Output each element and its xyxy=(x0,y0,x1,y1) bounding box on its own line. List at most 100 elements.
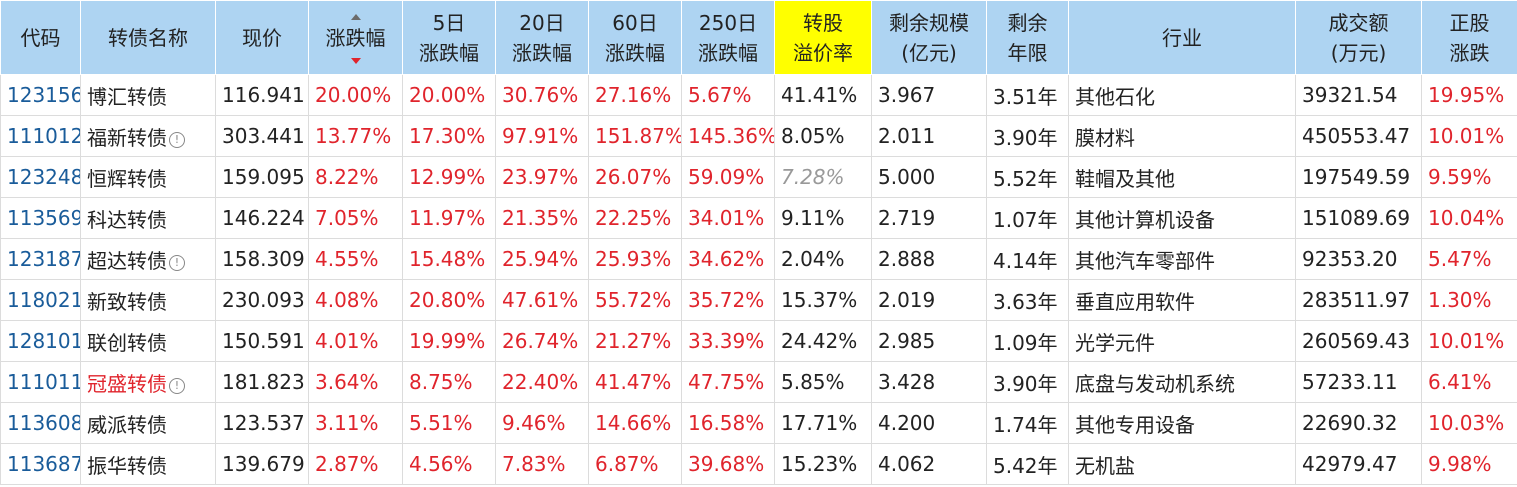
header-d60[interactable]: 60日 涨跌幅 xyxy=(588,0,682,75)
cell-name-text: 联创转债 xyxy=(87,330,167,355)
header-d20-line1: 20日 xyxy=(519,10,565,35)
cell-price: 181.823 xyxy=(215,361,309,403)
cell-change-text: 7.05% xyxy=(315,206,379,230)
header-code[interactable]: 代码 xyxy=(0,0,81,75)
cell-d5: 20.00% xyxy=(402,74,496,116)
cell-name[interactable]: 恒辉转债 xyxy=(80,156,216,198)
cell-industry: 其他石化 xyxy=(1068,74,1296,116)
cell-d250-text: 47.75% xyxy=(688,370,765,394)
table-row[interactable]: 128101 联创转债 150.591 4.01% 19.99% 26.74% 21.27%… xyxy=(0,320,1517,362)
header-price[interactable]: 现价 xyxy=(215,0,309,75)
table-row[interactable]: 111011 冠盛转债! 181.823 3.64% 8.75% 22.40% 41.47%… xyxy=(0,361,1517,403)
cell-industry: 无机盐 xyxy=(1068,443,1296,485)
cell-name[interactable]: 超达转债! xyxy=(80,238,216,280)
cell-name-text: 新致转债 xyxy=(87,289,167,314)
cell-d20-text: 23.97% xyxy=(502,165,579,189)
cell-change: 20.00% xyxy=(308,74,403,116)
cell-name[interactable]: 振华转债 xyxy=(80,443,216,485)
header-stock-change[interactable]: 正股 涨跌 xyxy=(1421,0,1517,75)
cell-code[interactable]: 113608 xyxy=(0,402,81,444)
cell-industry-text: 其他计算机设备 xyxy=(1075,207,1215,232)
header-industry[interactable]: 行业 xyxy=(1068,0,1296,75)
header-change-label: 涨跌幅 xyxy=(325,25,386,50)
cell-stock-change: 9.59% xyxy=(1421,156,1517,198)
table-row[interactable]: 113569 科达转债 146.224 7.05% 11.97% 21.35% 22.25%… xyxy=(0,197,1517,239)
header-premium-line1: 转股 xyxy=(803,10,843,35)
cell-code[interactable]: 123187 xyxy=(0,238,81,280)
cell-d5-text: 17.30% xyxy=(409,124,486,148)
info-icon[interactable]: ! xyxy=(169,377,185,394)
header-volume[interactable]: 成交额 (万元) xyxy=(1295,0,1422,75)
cell-term-text: 3.90年 xyxy=(993,125,1058,150)
cell-premium-text: 17.71% xyxy=(781,411,858,435)
cell-stock-change: 9.98% xyxy=(1421,443,1517,485)
cell-term-text: 3.51年 xyxy=(993,84,1058,109)
header-scale[interactable]: 剩余规模 (亿元) xyxy=(871,0,987,75)
table-row[interactable]: 111012 福新转债! 303.441 13.77% 17.30% 97.91% 151.… xyxy=(0,115,1517,157)
header-d250[interactable]: 250日 涨跌幅 xyxy=(681,0,775,75)
info-icon[interactable]: ! xyxy=(169,254,185,271)
cell-code[interactable]: 118021 xyxy=(0,279,81,321)
cell-volume-text: 22690.32 xyxy=(1302,411,1398,435)
cell-stock-change: 5.47% xyxy=(1421,238,1517,280)
cell-price-text: 139.679 xyxy=(222,452,305,476)
table-row[interactable]: 123187 超达转债! 158.309 4.55% 15.48% 25.94% 25.93… xyxy=(0,238,1517,280)
cell-code[interactable]: 113687 xyxy=(0,443,81,485)
header-d5[interactable]: 5日 涨跌幅 xyxy=(402,0,496,75)
cell-name[interactable]: 新致转债 xyxy=(80,279,216,321)
cell-code[interactable]: 123156 xyxy=(0,74,81,116)
cell-stock-change-text: 10.04% xyxy=(1428,206,1505,230)
cell-code[interactable]: 111011 xyxy=(0,361,81,403)
cell-name[interactable]: 联创转债 xyxy=(80,320,216,362)
header-industry-label: 行业 xyxy=(1162,25,1202,50)
cell-premium-text: 15.37% xyxy=(781,288,858,312)
cell-d5-text: 15.48% xyxy=(409,247,486,271)
cell-name[interactable]: 威派转债 xyxy=(80,402,216,444)
table-row[interactable]: 123156 博汇转债 116.941 20.00% 20.00% 30.76% 27.16… xyxy=(0,74,1517,116)
table-row[interactable]: 123248 恒辉转债 159.095 8.22% 12.99% 23.97% 26.07%… xyxy=(0,156,1517,198)
header-code-label: 代码 xyxy=(20,25,61,50)
cell-code[interactable]: 128101 xyxy=(0,320,81,362)
cell-name[interactable]: 博汇转债 xyxy=(80,74,216,116)
cell-term-text: 4.14年 xyxy=(993,248,1058,273)
table-row[interactable]: 113687 振华转债 139.679 2.87% 4.56% 7.83% 6.87% 39.… xyxy=(0,443,1517,485)
cell-name[interactable]: 科达转债 xyxy=(80,197,216,239)
cell-term: 1.09年 xyxy=(986,320,1069,362)
cell-term-text: 3.63年 xyxy=(993,289,1058,314)
header-change[interactable]: 涨跌幅 xyxy=(308,0,403,75)
cell-name[interactable]: 冠盛转债! xyxy=(80,361,216,403)
cell-premium: 41.41% xyxy=(774,74,872,116)
cell-d250: 35.72% xyxy=(681,279,775,321)
table-row[interactable]: 118021 新致转债 230.093 4.08% 20.80% 47.61% 55.72%… xyxy=(0,279,1517,321)
cell-price: 150.591 xyxy=(215,320,309,362)
header-d20[interactable]: 20日 涨跌幅 xyxy=(495,0,589,75)
cell-industry-text: 其他汽车零部件 xyxy=(1075,248,1215,273)
cell-code[interactable]: 123248 xyxy=(0,156,81,198)
cell-stock-change-text: 10.01% xyxy=(1428,329,1505,353)
cell-term-text: 5.52年 xyxy=(993,166,1058,191)
cell-price-text: 159.095 xyxy=(222,165,305,189)
cell-scale: 3.967 xyxy=(871,74,987,116)
cell-d20-text: 7.83% xyxy=(502,452,566,476)
cell-change: 13.77% xyxy=(308,115,403,157)
cell-code-text: 128101 xyxy=(7,329,81,353)
header-row: 代码 转债名称 现价 涨跌幅 5日 涨跌幅 20日 涨跌幅 60日 涨跌幅 250日涨… xyxy=(0,0,1517,75)
cell-volume-text: 260569.43 xyxy=(1302,329,1411,353)
cell-stock-change-text: 9.59% xyxy=(1428,165,1492,189)
cell-d250-text: 16.58% xyxy=(688,411,765,435)
table-row[interactable]: 113608 威派转债 123.537 3.11% 5.51% 9.46% 14.66% 16… xyxy=(0,402,1517,444)
cell-code[interactable]: 111012 xyxy=(0,115,81,157)
cell-d20: 23.97% xyxy=(495,156,589,198)
cell-code-text: 123187 xyxy=(7,247,81,271)
header-term[interactable]: 剩余 年限 xyxy=(986,0,1069,75)
header-premium[interactable]: 转股 溢价率 xyxy=(774,0,872,75)
cell-premium: 15.37% xyxy=(774,279,872,321)
info-icon[interactable]: ! xyxy=(169,131,185,148)
header-name-label: 转债名称 xyxy=(108,25,188,50)
cell-stock-change: 10.04% xyxy=(1421,197,1517,239)
cell-code[interactable]: 113569 xyxy=(0,197,81,239)
cell-name[interactable]: 福新转债! xyxy=(80,115,216,157)
cell-d60-text: 151.87% xyxy=(595,124,682,148)
cell-change-text: 4.08% xyxy=(315,288,379,312)
header-name[interactable]: 转债名称 xyxy=(80,0,216,75)
